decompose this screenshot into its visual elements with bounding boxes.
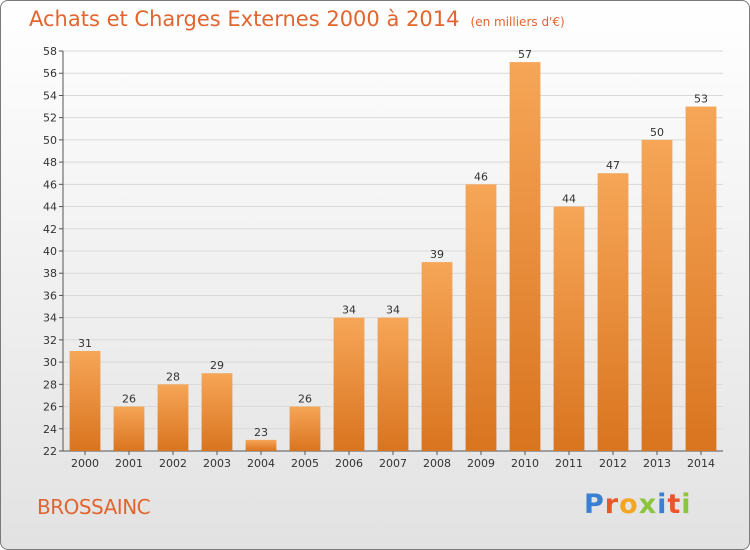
- chart-subtitle: (en milliers d'€): [470, 15, 565, 29]
- bar: [553, 206, 585, 451]
- y-tick-label: 28: [43, 378, 57, 391]
- logo-letter: x: [638, 489, 658, 520]
- x-tick-label: 2006: [335, 457, 363, 470]
- bar: [113, 406, 145, 451]
- bar: [597, 173, 629, 451]
- y-tick-label: 48: [43, 156, 57, 169]
- y-tick-label: 36: [43, 289, 57, 302]
- bar-value-label: 34: [342, 304, 356, 317]
- commune-name: BROSSAINC: [37, 495, 151, 519]
- bar: [333, 317, 365, 451]
- x-tick-label: 2005: [291, 457, 319, 470]
- y-tick-label: 26: [43, 401, 57, 414]
- bar: [509, 62, 541, 451]
- y-tick-label: 52: [43, 112, 57, 125]
- bar: [465, 184, 497, 452]
- y-tick-label: 56: [43, 67, 57, 80]
- bar: [69, 351, 101, 451]
- y-tick-label: 30: [43, 356, 57, 369]
- x-tick-label: 2009: [467, 457, 495, 470]
- y-tick-label: 42: [43, 223, 57, 236]
- x-tick-label: 2003: [203, 457, 231, 470]
- y-tick-label: 22: [43, 445, 57, 458]
- x-tick-label: 2013: [643, 457, 671, 470]
- bar-value-label: 34: [386, 304, 400, 317]
- bar-value-label: 57: [518, 48, 532, 61]
- x-tick-label: 2002: [159, 457, 187, 470]
- y-tick-label: 24: [43, 423, 57, 436]
- chart-title: Achats et Charges Externes 2000 à 2014: [29, 7, 460, 31]
- x-tick-label: 2007: [379, 457, 407, 470]
- x-tick-label: 2010: [511, 457, 539, 470]
- proxiti-logo: Proxiti: [584, 489, 692, 520]
- logo-letter: o: [619, 489, 639, 520]
- y-tick-label: 46: [43, 178, 57, 191]
- bar-value-label: 28: [166, 370, 180, 383]
- x-tick-label: 2000: [71, 457, 99, 470]
- x-tick-label: 2004: [247, 457, 275, 470]
- logo-letter: t: [667, 489, 682, 520]
- bar: [201, 373, 233, 451]
- bar: [421, 262, 453, 451]
- y-tick-label: 50: [43, 134, 57, 147]
- bar-value-label: 47: [606, 159, 620, 172]
- x-tick-label: 2008: [423, 457, 451, 470]
- bar: [377, 317, 409, 451]
- bar-value-label: 53: [694, 93, 708, 106]
- x-tick-label: 2011: [555, 457, 583, 470]
- bar-value-label: 29: [210, 359, 224, 372]
- logo-letter: r: [604, 489, 620, 520]
- bar-value-label: 50: [650, 126, 664, 139]
- bar: [245, 439, 277, 451]
- bar: [641, 139, 673, 451]
- y-tick-label: 44: [43, 201, 57, 214]
- y-tick-label: 38: [43, 267, 57, 280]
- chart-title-row: Achats et Charges Externes 2000 à 2014 (…: [29, 7, 565, 31]
- bar-value-label: 26: [298, 393, 312, 406]
- x-tick-label: 2001: [115, 457, 143, 470]
- bar-value-label: 26: [122, 393, 136, 406]
- bar: [157, 384, 189, 451]
- y-tick-label: 40: [43, 245, 57, 258]
- bar-value-label: 23: [254, 426, 268, 439]
- y-tick-label: 34: [43, 312, 57, 325]
- bar: [685, 106, 717, 452]
- logo-letter: i: [657, 489, 668, 520]
- x-tick-label: 2014: [687, 457, 715, 470]
- y-tick-label: 32: [43, 334, 57, 347]
- bar-value-label: 46: [474, 170, 488, 183]
- x-tick-label: 2012: [599, 457, 627, 470]
- y-tick-label: 54: [43, 89, 57, 102]
- bar-value-label: 39: [430, 248, 444, 261]
- logo-letter: P: [584, 489, 605, 520]
- y-tick-label: 58: [43, 45, 57, 58]
- bar-value-label: 44: [562, 193, 576, 206]
- bar-value-label: 31: [78, 337, 92, 350]
- bar: [289, 406, 321, 451]
- logo-letter: i: [681, 489, 692, 520]
